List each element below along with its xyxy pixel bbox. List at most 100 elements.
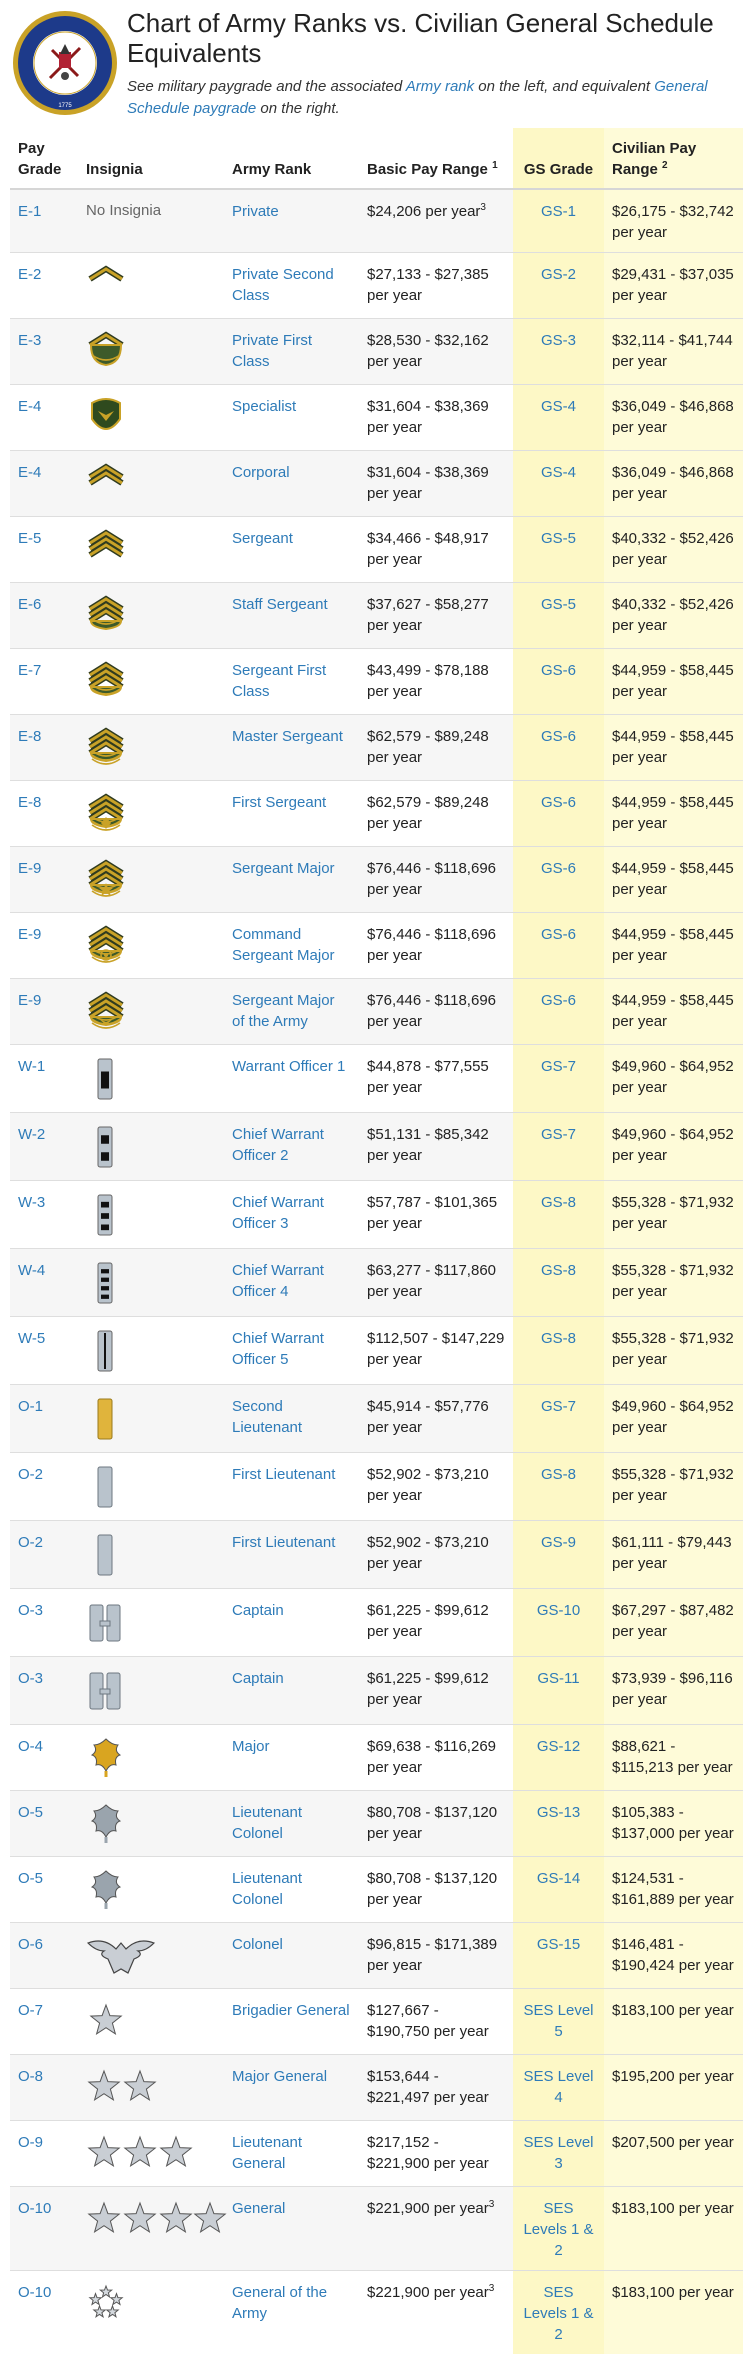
army-rank-link[interactable]: First Lieutenant xyxy=(224,1453,359,1521)
army-rank-link[interactable]: Chief Warrant Officer 3 xyxy=(224,1181,359,1249)
army-rank-link[interactable]: General of the Army xyxy=(224,2271,359,2354)
army-rank-link[interactable]: Chief Warrant Officer 5 xyxy=(224,1317,359,1385)
army-rank-link[interactable]: Brigadier General xyxy=(224,1989,359,2055)
gs-grade-link[interactable]: GS-6 xyxy=(513,979,604,1045)
pay-grade-link[interactable]: O-5 xyxy=(10,1857,78,1923)
gs-grade-link[interactable]: GS-7 xyxy=(513,1113,604,1181)
gs-grade-link[interactable]: GS-7 xyxy=(513,1045,604,1113)
gs-grade-link[interactable]: GS-6 xyxy=(513,781,604,847)
gs-grade-link[interactable]: GS-12 xyxy=(513,1725,604,1791)
pay-grade-link[interactable]: O-3 xyxy=(10,1589,78,1657)
pay-grade-link[interactable]: O-7 xyxy=(10,1989,78,2055)
gs-grade-link[interactable]: GS-4 xyxy=(513,385,604,451)
army-rank-link[interactable]: Warrant Officer 1 xyxy=(224,1045,359,1113)
pay-grade-link[interactable]: E-1 xyxy=(10,189,78,253)
gs-grade-link[interactable]: GS-4 xyxy=(513,451,604,517)
army-rank-link[interactable]: First Lieutenant xyxy=(224,1521,359,1589)
pay-grade-link[interactable]: W-3 xyxy=(10,1181,78,1249)
gs-grade-link[interactable]: SES Levels 1 & 2 xyxy=(513,2187,604,2271)
army-rank-link[interactable]: Private First Class xyxy=(224,319,359,385)
pay-grade-link[interactable]: E-8 xyxy=(10,781,78,847)
gs-grade-link[interactable]: GS-6 xyxy=(513,715,604,781)
army-rank-link[interactable]: Second Lieutenant xyxy=(224,1385,359,1453)
gs-grade-link[interactable]: GS-2 xyxy=(513,253,604,319)
gs-grade-link[interactable]: SES Levels 1 & 2 xyxy=(513,2271,604,2354)
gs-grade-link[interactable]: GS-8 xyxy=(513,1317,604,1385)
gs-grade-link[interactable]: GS-11 xyxy=(513,1657,604,1725)
army-rank-link[interactable]: Colonel xyxy=(224,1923,359,1989)
gs-grade-link[interactable]: GS-3 xyxy=(513,319,604,385)
pay-grade-link[interactable]: E-4 xyxy=(10,385,78,451)
gs-grade-link[interactable]: SES Level 5 xyxy=(513,1989,604,2055)
gs-grade-link[interactable]: GS-6 xyxy=(513,649,604,715)
pay-grade-link[interactable]: E-9 xyxy=(10,979,78,1045)
gs-grade-link[interactable]: GS-13 xyxy=(513,1791,604,1857)
army-rank-link[interactable]: Lieutenant Colonel xyxy=(224,1791,359,1857)
army-rank-link[interactable]: Command Sergeant Major xyxy=(224,913,359,979)
pay-grade-link[interactable]: O-4 xyxy=(10,1725,78,1791)
pay-grade-link[interactable]: E-9 xyxy=(10,847,78,913)
gs-grade-link[interactable]: GS-6 xyxy=(513,913,604,979)
army-rank-link[interactable]: Sergeant Major xyxy=(224,847,359,913)
army-rank-link[interactable]: Master Sergeant xyxy=(224,715,359,781)
gs-grade-link[interactable]: GS-10 xyxy=(513,1589,604,1657)
pay-grade-link[interactable]: O-8 xyxy=(10,2055,78,2121)
army-rank-link[interactable]: First Sergeant xyxy=(224,781,359,847)
gs-grade-link[interactable]: GS-8 xyxy=(513,1453,604,1521)
pay-grade-link[interactable]: W-5 xyxy=(10,1317,78,1385)
gs-grade-link[interactable]: GS-14 xyxy=(513,1857,604,1923)
army-rank-link[interactable]: Chief Warrant Officer 2 xyxy=(224,1113,359,1181)
army-rank-link[interactable]: Specialist xyxy=(224,385,359,451)
pay-grade-link[interactable]: E-4 xyxy=(10,451,78,517)
army-rank-link[interactable]: Major General xyxy=(224,2055,359,2121)
pay-grade-link[interactable]: E-5 xyxy=(10,517,78,583)
army-rank-link[interactable]: Captain xyxy=(224,1589,359,1657)
pay-grade-link[interactable]: O-6 xyxy=(10,1923,78,1989)
pay-grade-link[interactable]: O-10 xyxy=(10,2271,78,2354)
gs-grade-link[interactable]: GS-1 xyxy=(513,189,604,253)
pay-grade-link[interactable]: W-1 xyxy=(10,1045,78,1113)
pay-grade-link[interactable]: O-5 xyxy=(10,1791,78,1857)
army-rank-link[interactable]: Staff Sergeant xyxy=(224,583,359,649)
gs-grade-link[interactable]: GS-5 xyxy=(513,583,604,649)
gs-grade-link[interactable]: GS-6 xyxy=(513,847,604,913)
pay-grade-link[interactable]: E-8 xyxy=(10,715,78,781)
gs-grade-link[interactable]: GS-8 xyxy=(513,1249,604,1317)
gs-grade-link[interactable]: SES Level 4 xyxy=(513,2055,604,2121)
pay-grade-link[interactable]: W-4 xyxy=(10,1249,78,1317)
army-rank-link[interactable]: Major xyxy=(224,1725,359,1791)
gs-grade-link[interactable]: GS-7 xyxy=(513,1385,604,1453)
pay-grade-link[interactable]: E-9 xyxy=(10,913,78,979)
army-rank-link[interactable]: Sergeant Major of the Army xyxy=(224,979,359,1045)
army-rank-link[interactable]: Army rank xyxy=(406,78,474,95)
pay-grade-link[interactable]: E-3 xyxy=(10,319,78,385)
army-rank-link[interactable]: Lieutenant Colonel xyxy=(224,1857,359,1923)
pay-grade-link[interactable]: O-10 xyxy=(10,2187,78,2271)
pay-grade-link[interactable]: W-2 xyxy=(10,1113,78,1181)
gs-grade-link[interactable]: GS-8 xyxy=(513,1181,604,1249)
gs-grade-link[interactable]: GS-5 xyxy=(513,517,604,583)
gs-grade-link[interactable]: GS-9 xyxy=(513,1521,604,1589)
insignia-cell xyxy=(78,2187,224,2271)
army-rank-link[interactable]: Captain xyxy=(224,1657,359,1725)
pay-grade-link[interactable]: E-7 xyxy=(10,649,78,715)
pay-grade-link[interactable]: O-2 xyxy=(10,1453,78,1521)
pay-grade-link[interactable]: O-9 xyxy=(10,2121,78,2187)
pay-grade-link[interactable]: O-1 xyxy=(10,1385,78,1453)
gs-grade-link[interactable]: GS-15 xyxy=(513,1923,604,1989)
army-rank-link[interactable]: Corporal xyxy=(224,451,359,517)
pay-grade-link[interactable]: O-3 xyxy=(10,1657,78,1725)
pay-grade-link[interactable]: E-2 xyxy=(10,253,78,319)
insignia-cell xyxy=(78,319,224,385)
army-rank-link[interactable]: Sergeant xyxy=(224,517,359,583)
army-rank-link[interactable]: Private Second Class xyxy=(224,253,359,319)
gs-grade-link[interactable]: SES Level 3 xyxy=(513,2121,604,2187)
army-rank-link[interactable]: Lieutenant General xyxy=(224,2121,359,2187)
army-rank-link[interactable]: Sergeant First Class xyxy=(224,649,359,715)
pay-grade-link[interactable]: E-6 xyxy=(10,583,78,649)
army-rank-link[interactable]: Private xyxy=(224,189,359,253)
army-rank-link[interactable]: Chief Warrant Officer 4 xyxy=(224,1249,359,1317)
army-rank-link[interactable]: General xyxy=(224,2187,359,2271)
pay-grade-link[interactable]: O-2 xyxy=(10,1521,78,1589)
